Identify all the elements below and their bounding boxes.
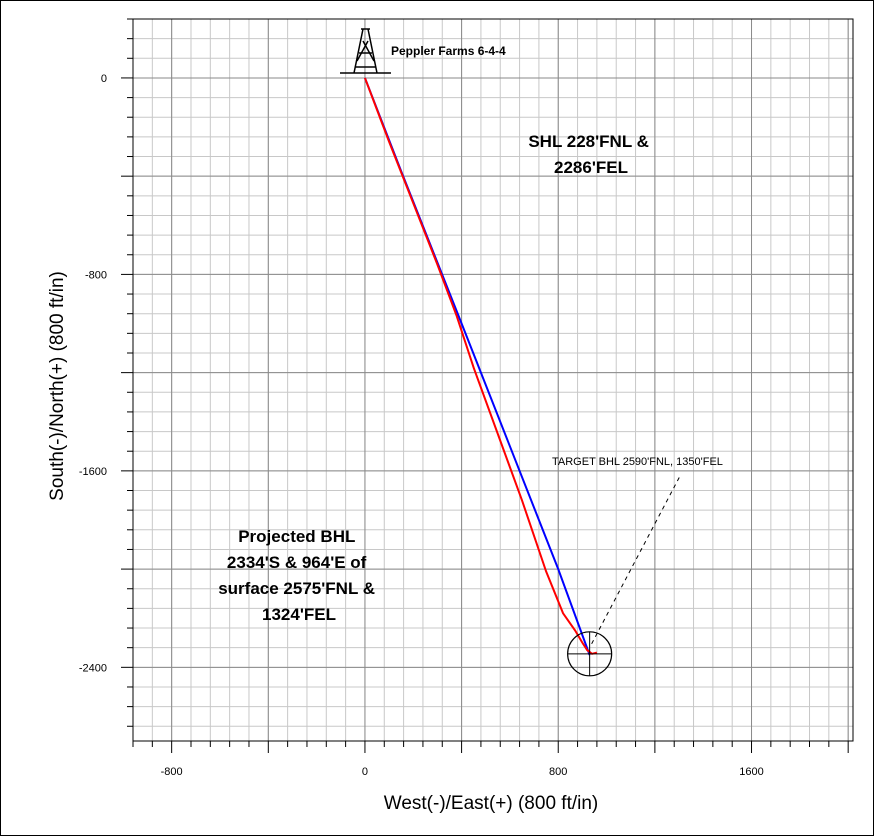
x-axis-ticks bbox=[132, 741, 849, 753]
shl-annotation: SHL 228'FNL & 2286'FEL bbox=[528, 132, 653, 177]
major-grid bbox=[133, 19, 853, 741]
projected-line-4: 1324'FEL bbox=[262, 605, 336, 624]
y-axis-title: South(-)/North(+) (800 ft/in) bbox=[47, 271, 68, 501]
projected-bhl-annotation: Projected BHL 2334'S & 964'E of surface … bbox=[218, 527, 380, 624]
x-tick-label: -800 bbox=[161, 766, 183, 778]
plot-area-border bbox=[132, 18, 854, 742]
y-axis-tick-labels: 0 -800 -1600 -2400 bbox=[79, 73, 107, 674]
y-tick-label: -2400 bbox=[79, 662, 107, 674]
projected-line-1: Projected BHL bbox=[238, 527, 355, 546]
target-bhl-label: TARGET BHL 2590'FNL, 1350'FEL bbox=[552, 456, 723, 468]
x-axis-title: West(-)/East(+) (800 ft/in) bbox=[384, 793, 599, 814]
well-name-label: Peppler Farms 6-4-4 bbox=[391, 44, 506, 58]
y-tick-label: -1600 bbox=[79, 466, 107, 478]
y-axis-ticks bbox=[121, 18, 133, 727]
trajectory-line bbox=[364, 77, 598, 655]
minor-grid bbox=[132, 18, 853, 741]
x-axis-tick-labels: -800 0 800 1600 bbox=[161, 766, 764, 778]
projected-line-3: surface 2575'FNL & bbox=[218, 579, 375, 598]
drilling-rig-icon bbox=[340, 28, 391, 74]
y-tick-label: -800 bbox=[85, 269, 107, 281]
shl-line-1: SHL 228'FNL & bbox=[528, 132, 649, 151]
y-tick-label: 0 bbox=[101, 73, 107, 85]
x-tick-label: 0 bbox=[362, 766, 368, 778]
target-marker bbox=[567, 475, 681, 677]
projected-line-2: 2334'S & 964'E of bbox=[227, 553, 367, 572]
x-tick-label: 1600 bbox=[739, 766, 763, 778]
x-tick-label: 800 bbox=[549, 766, 567, 778]
shl-line-2: 2286'FEL bbox=[554, 158, 628, 177]
trajectory-series bbox=[364, 77, 598, 656]
